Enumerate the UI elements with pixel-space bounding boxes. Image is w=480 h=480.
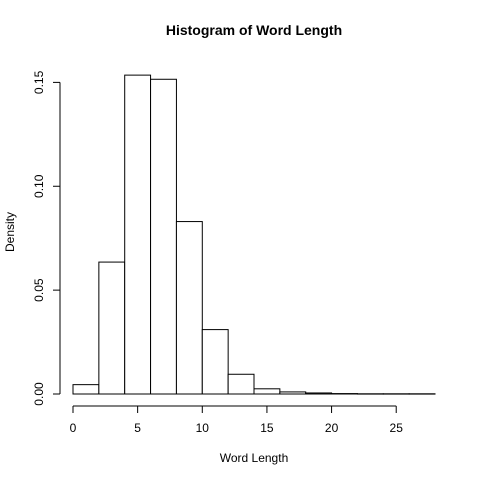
- histogram-bar: [227, 373, 255, 395]
- bars-group: [72, 74, 436, 395]
- x-axis-label: Word Length: [220, 451, 289, 465]
- histogram-bar: [279, 391, 307, 395]
- x-tick-label: 20: [325, 421, 339, 435]
- histogram-bar: [253, 388, 281, 395]
- histogram-bar: [124, 74, 152, 395]
- y-axis-label: Density: [3, 212, 17, 252]
- histogram-bar: [175, 221, 203, 395]
- histogram-bar: [98, 261, 126, 395]
- x-tick-label: 15: [260, 421, 274, 435]
- histogram-bar: [150, 78, 177, 395]
- chart-title: Histogram of Word Length: [166, 22, 342, 38]
- histogram-bar: [201, 329, 229, 395]
- x-tick-label: 5: [134, 421, 141, 435]
- x-tick-label: 0: [70, 421, 77, 435]
- histogram-bar: [305, 392, 333, 395]
- x-axis: 0 5 10 15 20 25: [70, 405, 404, 435]
- y-tick-label: 0.15: [32, 70, 46, 94]
- y-axis: 0.00 0.05 0.10 0.15: [32, 70, 61, 406]
- y-tick-label: 0.00: [32, 382, 46, 406]
- histogram-bar: [72, 384, 100, 395]
- x-tick-label: 10: [196, 421, 210, 435]
- x-tick-label: 25: [390, 421, 404, 435]
- y-tick-label: 0.10: [32, 174, 46, 198]
- y-tick-label: 0.05: [32, 278, 46, 302]
